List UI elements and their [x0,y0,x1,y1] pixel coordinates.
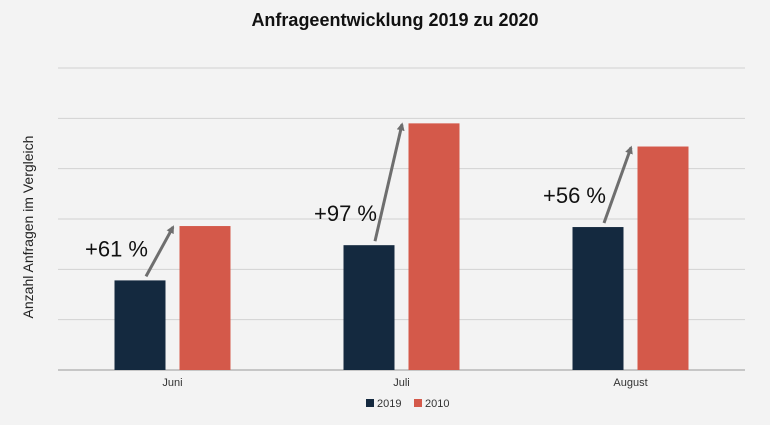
growth-label: +97 % [314,201,377,226]
bar-2010-juni [179,226,231,370]
legend-label: 2010 [425,398,449,410]
growth-arrow [144,225,175,278]
bars [114,123,689,370]
growth-arrow [373,122,405,242]
grid-lines [58,67,745,371]
bar-2010-august [637,146,689,370]
x-tick-labels: Juni Juli August [162,377,647,389]
legend-swatch [414,399,422,407]
growth-label: +56 % [543,183,606,208]
x-tick-label: Juli [393,377,410,389]
growth-arrow [602,145,633,224]
bar-2019-august [572,227,624,370]
annotations: +61 % +97 % +56 % [85,122,633,278]
legend: 2019 2010 [366,398,449,410]
bar-2019-juni [114,280,166,370]
legend-label: 2019 [377,398,401,410]
legend-swatch [366,399,374,407]
bar-2010-juli [408,123,460,370]
growth-label: +61 % [85,236,148,261]
x-tick-label: Juni [162,377,182,389]
bar-2019-juli [343,245,395,370]
chart-title: Anfrageentwicklung 2019 zu 2020 [251,10,538,30]
x-tick-label: August [613,377,647,389]
y-axis-label: Anzahl Anfragen im Vergleich [20,136,36,319]
